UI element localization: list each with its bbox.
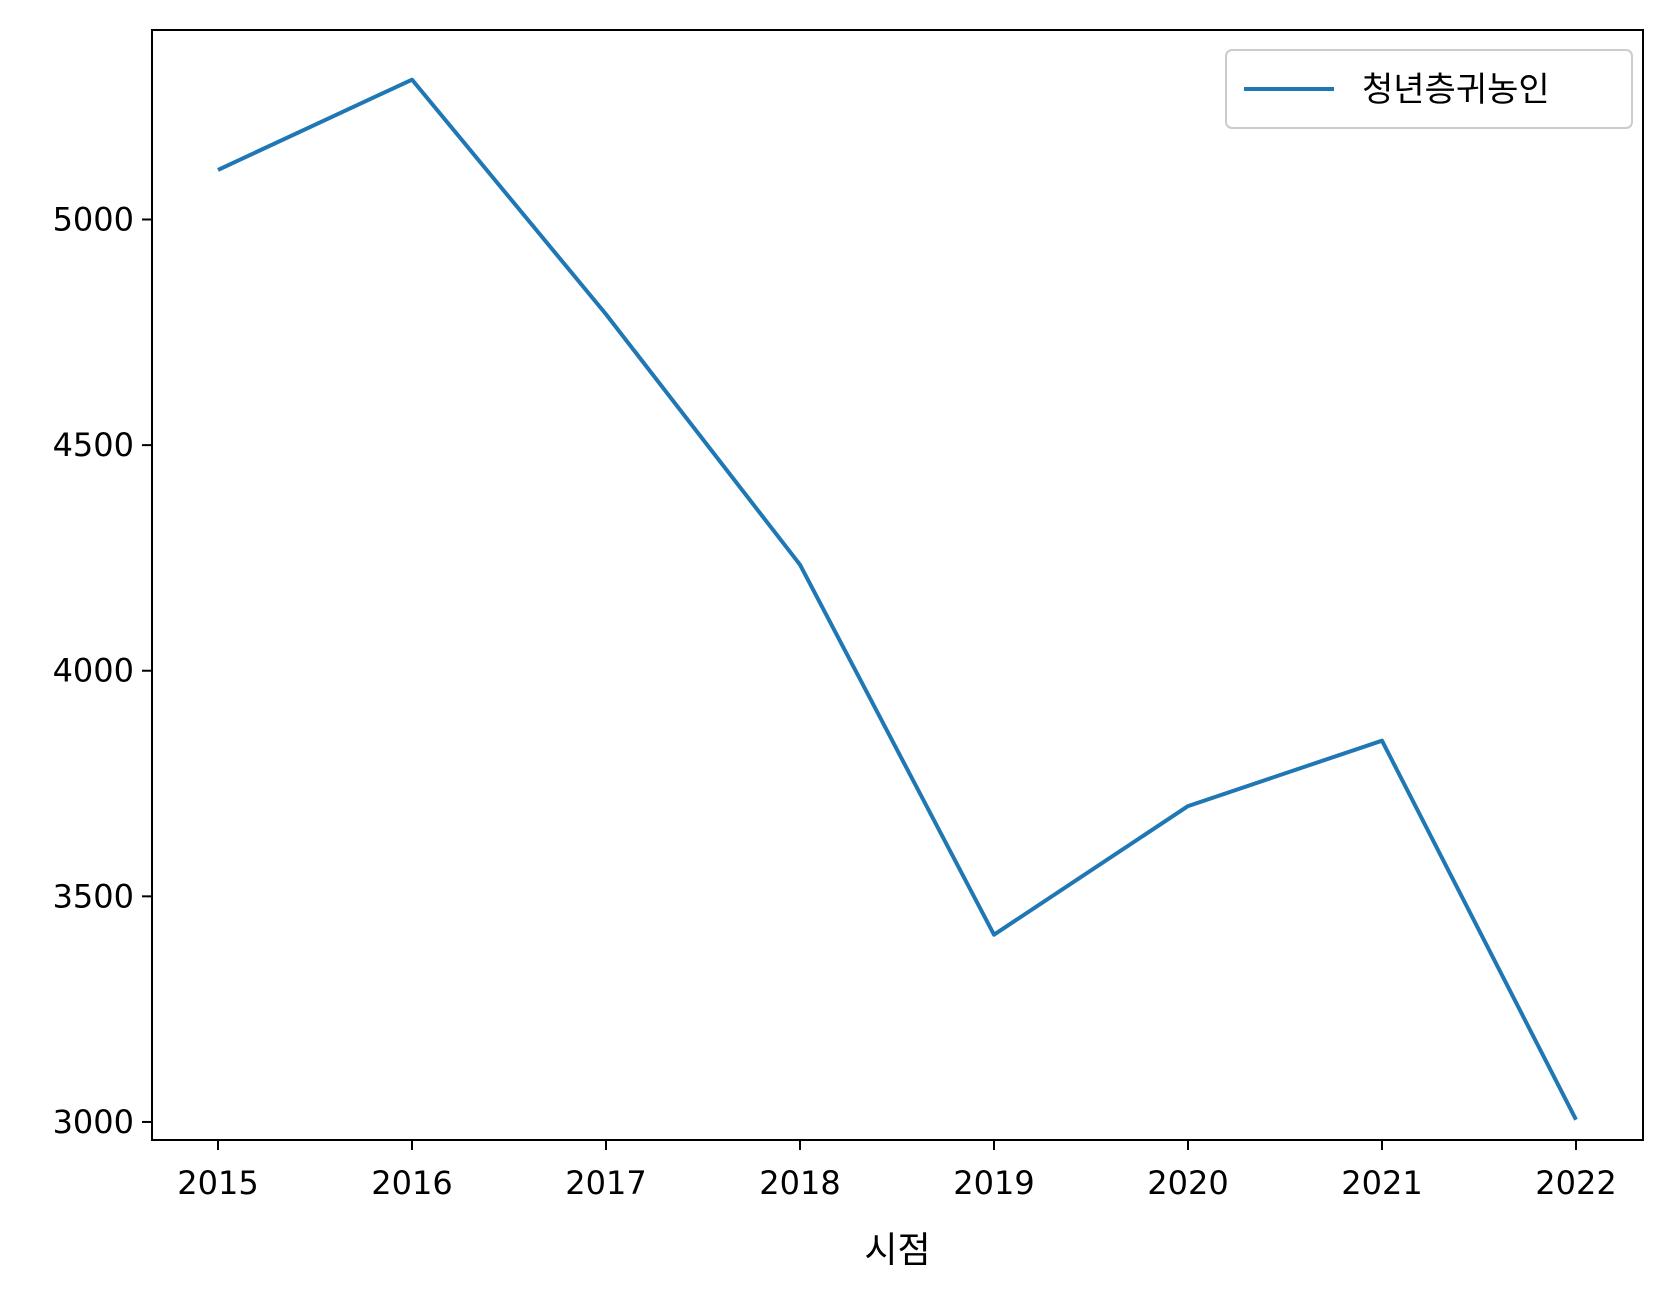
series-lines: [217, 77, 1578, 1121]
y-tick-label: 3000: [53, 1103, 134, 1141]
x-tick-label: 2022: [1535, 1164, 1616, 1202]
x-tick-label: 2015: [177, 1164, 258, 1202]
x-tick-label: 2021: [1341, 1164, 1422, 1202]
y-axis-ticks: 3000 3500 4000 4500 5000: [53, 201, 152, 1141]
x-tick-label: 2018: [759, 1164, 840, 1202]
x-tick-label: 2017: [565, 1164, 646, 1202]
y-tick-label: 5000: [53, 201, 134, 239]
y-tick-label: 4000: [53, 652, 134, 690]
x-axis-label: 시점: [864, 1230, 930, 1271]
plot-area-frame: [151, 29, 1644, 1141]
legend-entry-label: 청년층귀농인: [1362, 70, 1550, 110]
x-axis-ticks: 2015 2016 2017 2018 2019 2020 2021 2022: [177, 1140, 1617, 1202]
x-tick-label: 2016: [371, 1164, 452, 1202]
x-tick-label: 2019: [953, 1164, 1034, 1202]
y-tick-label: 4500: [53, 426, 134, 464]
legend-box: [1225, 49, 1633, 129]
x-tick-label: 2020: [1147, 1164, 1228, 1202]
legend: 청년층귀농인: [1225, 49, 1633, 129]
series-line: [217, 77, 1578, 1121]
y-tick-label: 3500: [53, 877, 134, 915]
